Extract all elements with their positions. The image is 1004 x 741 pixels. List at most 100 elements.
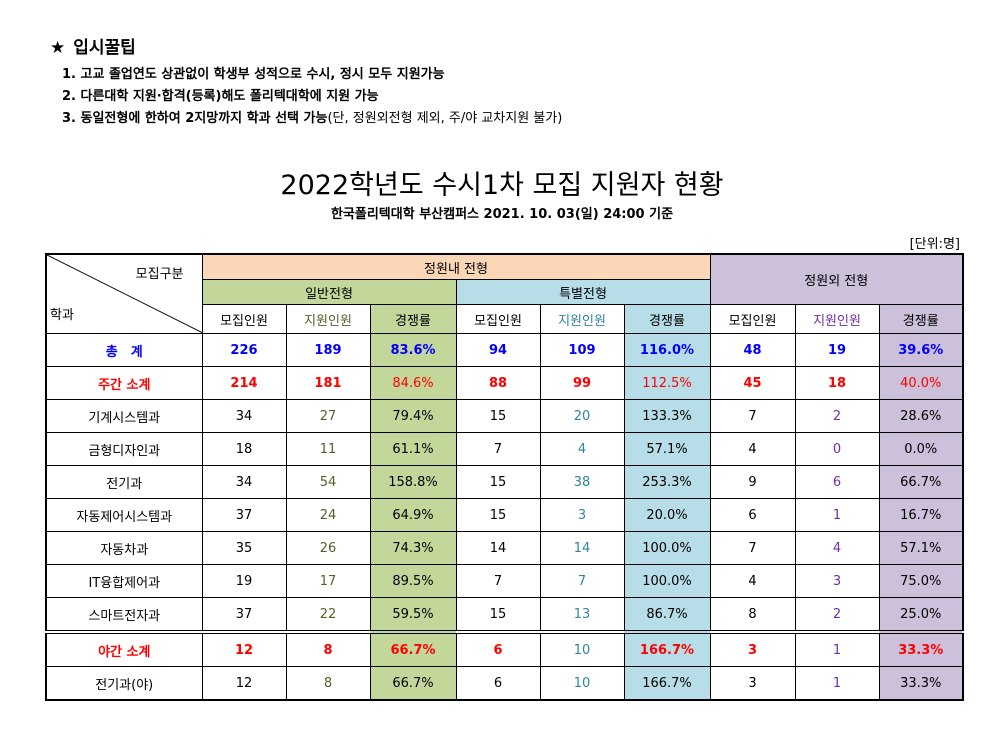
value-cell: 11: [285, 432, 371, 466]
value-cell: 9: [709, 465, 796, 499]
value-cell: 39.6%: [878, 333, 964, 367]
dept-name-cell: 주간 소계: [45, 366, 203, 400]
value-cell: 88: [455, 366, 541, 400]
value-cell: 15: [455, 498, 541, 532]
value-cell: 45: [709, 366, 796, 400]
value-cell: 75.0%: [878, 564, 964, 598]
header-general: 일반전형: [201, 279, 457, 305]
value-cell: 2: [794, 597, 880, 633]
table-row: 전기과 34 54 158.8% 15 38 253.3% 9 6 66.7%: [45, 465, 964, 499]
table-row: 주간 소계 214 181 84.6% 88 99 112.5% 45 18 40.0%: [45, 366, 964, 400]
value-cell: 66.7%: [369, 666, 457, 701]
tips-list: 1. 고교 졸업연도 상관없이 학생부 성적으로 수시, 정시 모두 지원가능 …: [50, 64, 562, 130]
diagonal-line: [47, 255, 203, 333]
page-title: 2022학년도 수시1차 모집 지원자 현황: [280, 170, 724, 201]
dept-name-cell: 총 계: [45, 333, 203, 367]
value-cell: 158.8%: [369, 465, 457, 499]
value-cell: 57.1%: [878, 531, 964, 565]
value-cell: 4: [794, 531, 880, 565]
value-cell: 26: [285, 531, 371, 565]
column-header: 모집인원: [455, 304, 541, 334]
value-cell: 34: [201, 399, 287, 433]
value-cell: 0.0%: [878, 432, 964, 466]
value-cell: 20: [539, 399, 625, 433]
dept-name-cell: 자동차과: [45, 531, 203, 565]
value-cell: 166.7%: [623, 666, 711, 701]
value-cell: 35: [201, 531, 287, 565]
value-cell: 116.0%: [623, 333, 711, 367]
tip-text: 1. 고교 졸업연도 상관없이 학생부 성적으로 수시, 정시 모두 지원가능: [62, 67, 445, 82]
value-cell: 133.3%: [623, 399, 711, 433]
value-cell: 18: [794, 366, 880, 400]
value-cell: 3: [539, 498, 625, 532]
table-row: 총 계 226 189 83.6% 94 109 116.0% 48 19 39.6%: [45, 333, 964, 367]
value-cell: 189: [285, 333, 371, 367]
value-cell: 66.7%: [369, 630, 457, 667]
value-cell: 7: [455, 564, 541, 598]
dept-name-cell: 자동제어시스템과: [45, 498, 203, 532]
value-cell: 100.0%: [623, 564, 711, 598]
corner-label-dept: 학과: [50, 308, 74, 323]
value-cell: 84.6%: [369, 366, 457, 400]
value-cell: 74.3%: [369, 531, 457, 565]
value-cell: 94: [455, 333, 541, 367]
table-row: 전기과(야) 12 8 66.7% 6 10 166.7% 3 1 33.3%: [45, 666, 964, 701]
unit-label: [단위:명]: [909, 237, 960, 252]
value-cell: 12: [201, 666, 287, 701]
corner-label-category: 모집구분: [135, 267, 184, 282]
dept-name-cell: 금형디자인과: [45, 432, 203, 466]
header-outside-quota: 정원외 전형: [709, 253, 964, 305]
value-cell: 19: [794, 333, 880, 367]
value-cell: 4: [539, 432, 625, 466]
value-cell: 83.6%: [369, 333, 457, 367]
column-header: 경쟁률: [369, 304, 457, 334]
value-cell: 1: [794, 666, 880, 701]
table-row: 자동제어시스템과 37 24 64.9% 15 3 20.0% 6 1 16.7%: [45, 498, 964, 532]
value-cell: 6: [455, 630, 541, 667]
value-cell: 4: [709, 432, 796, 466]
column-header: 모집인원: [709, 304, 796, 334]
value-cell: 38: [539, 465, 625, 499]
value-cell: 1: [794, 630, 880, 667]
value-cell: 40.0%: [878, 366, 964, 400]
value-cell: 100.0%: [623, 531, 711, 565]
value-cell: 27: [285, 399, 371, 433]
column-header: 경쟁률: [878, 304, 964, 334]
tip-text: 2. 다른대학 지원·합격(등록)해도 폴리텍대학에 지원 가능: [62, 89, 379, 104]
column-header: 모집인원: [201, 304, 287, 334]
value-cell: 7: [709, 531, 796, 565]
table-body: 총 계 226 189 83.6% 94 109 116.0% 48 19 39.6% 주간 소계 2…: [45, 333, 964, 701]
value-cell: 14: [539, 531, 625, 565]
value-cell: 10: [539, 630, 625, 667]
star-icon: ★: [50, 38, 66, 58]
value-cell: 86.7%: [623, 597, 711, 633]
value-cell: 28.6%: [878, 399, 964, 433]
value-cell: 2: [794, 399, 880, 433]
value-cell: 99: [539, 366, 625, 400]
value-cell: 112.5%: [623, 366, 711, 400]
tips-title: ★ 입시꿀팁: [50, 33, 562, 58]
value-cell: 15: [455, 399, 541, 433]
tip-item: 3. 동일전형에 한하여 2지망까지 학과 선택 가능(단, 정원외전형 제외,…: [62, 108, 562, 130]
value-cell: 16.7%: [878, 498, 964, 532]
value-cell: 7: [539, 564, 625, 598]
value-cell: 79.4%: [369, 399, 457, 433]
applicant-table: 모집구분 학과 정원내 전형 정원외 전형 일반전형 특별전형 모집인원 지원인원…: [45, 253, 964, 701]
value-cell: 3: [709, 630, 796, 667]
value-cell: 214: [201, 366, 287, 400]
value-cell: 15: [455, 465, 541, 499]
dept-name-cell: 스마트전자과: [45, 597, 203, 633]
value-cell: 7: [709, 399, 796, 433]
value-cell: 0: [794, 432, 880, 466]
value-cell: 226: [201, 333, 287, 367]
table-row: 야간 소계 12 8 66.7% 6 10 166.7% 3 1 33.3%: [45, 630, 964, 667]
dept-name-cell: IT융합제어과: [45, 564, 203, 598]
value-cell: 13: [539, 597, 625, 633]
value-cell: 19: [201, 564, 287, 598]
table-row: 자동차과 35 26 74.3% 14 14 100.0% 7 4 57.1%: [45, 531, 964, 565]
dept-name-cell: 기계시스템과: [45, 399, 203, 433]
value-cell: 109: [539, 333, 625, 367]
value-cell: 37: [201, 597, 287, 633]
value-cell: 57.1%: [623, 432, 711, 466]
value-cell: 17: [285, 564, 371, 598]
